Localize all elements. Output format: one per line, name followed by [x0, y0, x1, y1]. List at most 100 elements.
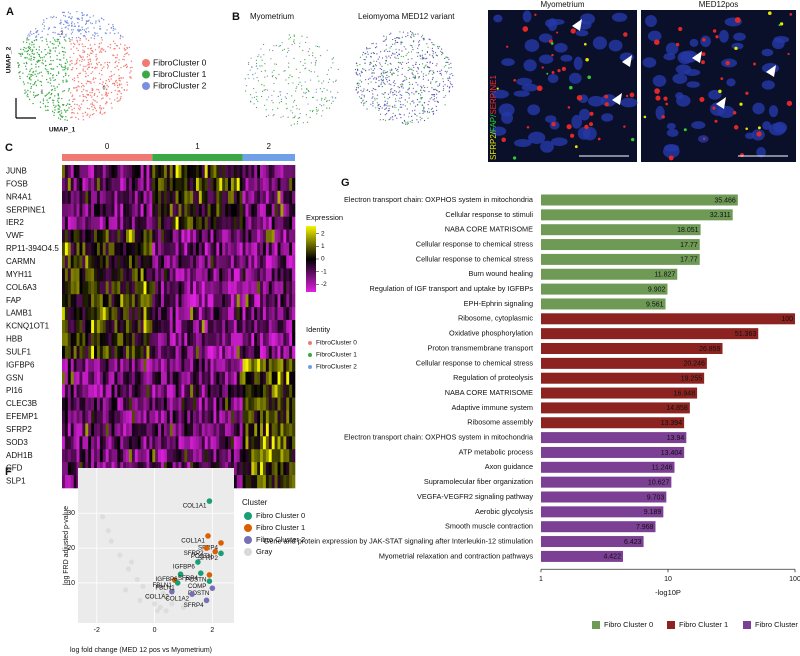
heatmap-cell	[210, 397, 214, 411]
point-label: COL1A1	[183, 503, 207, 510]
heatmap-cell	[257, 294, 261, 308]
heatmap-cell	[169, 268, 173, 282]
heatmap-cell	[268, 190, 272, 205]
heatmap-cell	[193, 384, 197, 398]
heatmap-cell	[230, 371, 235, 385]
umap-point	[321, 105, 323, 107]
heatmap-cell	[126, 165, 130, 179]
umap-point	[436, 109, 438, 111]
heatmap-cell	[274, 203, 278, 217]
umap-point	[371, 97, 373, 99]
heatmap-cell	[292, 332, 296, 347]
heatmap-cell	[88, 332, 92, 347]
umap-point	[305, 97, 308, 99]
heatmap-cell	[257, 229, 261, 243]
heatmap-cell	[213, 229, 217, 243]
arrow	[716, 97, 726, 109]
heatmap-cell	[262, 229, 267, 243]
umap-point	[101, 74, 103, 76]
heatmap-cell	[73, 332, 77, 347]
umap-point	[54, 106, 56, 109]
heatmap-cell	[187, 358, 191, 373]
umap-point	[399, 101, 401, 103]
umap-point	[70, 105, 72, 108]
umap-point	[33, 83, 36, 85]
umap-point	[42, 98, 45, 100]
heatmap-cell	[155, 255, 159, 269]
umap-point	[360, 89, 362, 91]
umap-point	[363, 94, 365, 96]
umap-point	[398, 49, 400, 51]
heatmap-cell	[64, 475, 69, 489]
umap-point	[73, 77, 76, 79]
umap-point	[21, 53, 24, 56]
heatmap-cell	[225, 371, 229, 385]
umap-point	[83, 85, 85, 87]
heatmap-cell	[62, 320, 66, 334]
heatmap-cell	[120, 436, 124, 450]
heatmap-cell	[280, 242, 284, 256]
umap-point	[411, 110, 413, 112]
umap-point	[279, 45, 281, 47]
umap-point	[418, 76, 420, 78]
signal	[604, 94, 609, 99]
heatmap-cell	[257, 216, 261, 230]
umap-point	[59, 113, 61, 116]
umap-point	[417, 67, 419, 69]
umap-point	[384, 108, 386, 110]
heatmap-cell	[175, 203, 179, 217]
umap-point	[412, 87, 414, 89]
heatmap-cell	[230, 177, 235, 192]
legend-label: FibroCluster 2	[316, 364, 357, 371]
heatmap-cell	[62, 216, 66, 230]
heatmap-cell	[172, 294, 176, 308]
umap-point	[69, 64, 71, 66]
umap-point	[114, 99, 116, 101]
umap-point	[378, 108, 381, 110]
heatmap-cell	[79, 384, 83, 398]
heatmap-cell	[248, 475, 252, 489]
heatmap-cell	[76, 397, 80, 411]
umap-point	[434, 88, 436, 90]
heatmap-cell	[178, 307, 182, 321]
heatmap-cell	[99, 423, 104, 437]
umap-point	[381, 74, 383, 76]
umap-point	[376, 102, 379, 104]
umap-point	[392, 81, 394, 83]
heatmap-cell	[166, 423, 171, 437]
heatmap-cell	[277, 177, 281, 192]
heatmap-cell	[161, 242, 165, 256]
heatmap-cell	[222, 371, 226, 385]
heatmap-cell	[242, 320, 246, 334]
heatmap-cell	[239, 216, 243, 230]
umap-point	[53, 79, 55, 82]
umap-point	[109, 44, 112, 46]
axis	[15, 98, 36, 119]
heatmap-cell	[137, 436, 141, 450]
umap-point	[405, 54, 407, 57]
heatmap-cell	[62, 203, 66, 217]
umap-point	[76, 74, 79, 77]
umap-point	[387, 110, 389, 112]
heatmap-cell	[195, 384, 200, 398]
heatmap-cell	[96, 203, 101, 217]
umap-point	[322, 110, 324, 112]
umap-point	[107, 46, 109, 48]
signal	[654, 88, 660, 94]
umap-point	[445, 56, 447, 58]
umap-point	[326, 100, 328, 103]
point	[123, 587, 129, 593]
heatmap-cell	[280, 177, 284, 192]
heatmap-cell	[70, 190, 74, 205]
umap-point	[440, 69, 443, 71]
umap-point	[30, 75, 32, 78]
umap-point	[362, 68, 364, 70]
heatmap-cell	[169, 242, 173, 256]
umap-point	[33, 94, 35, 96]
umap-point	[28, 45, 30, 48]
heatmap-cell	[134, 320, 139, 334]
umap-point	[411, 46, 414, 48]
heatmap-cell	[193, 203, 197, 217]
heatmap-cell	[271, 397, 275, 411]
heatmap-cell	[213, 294, 217, 308]
